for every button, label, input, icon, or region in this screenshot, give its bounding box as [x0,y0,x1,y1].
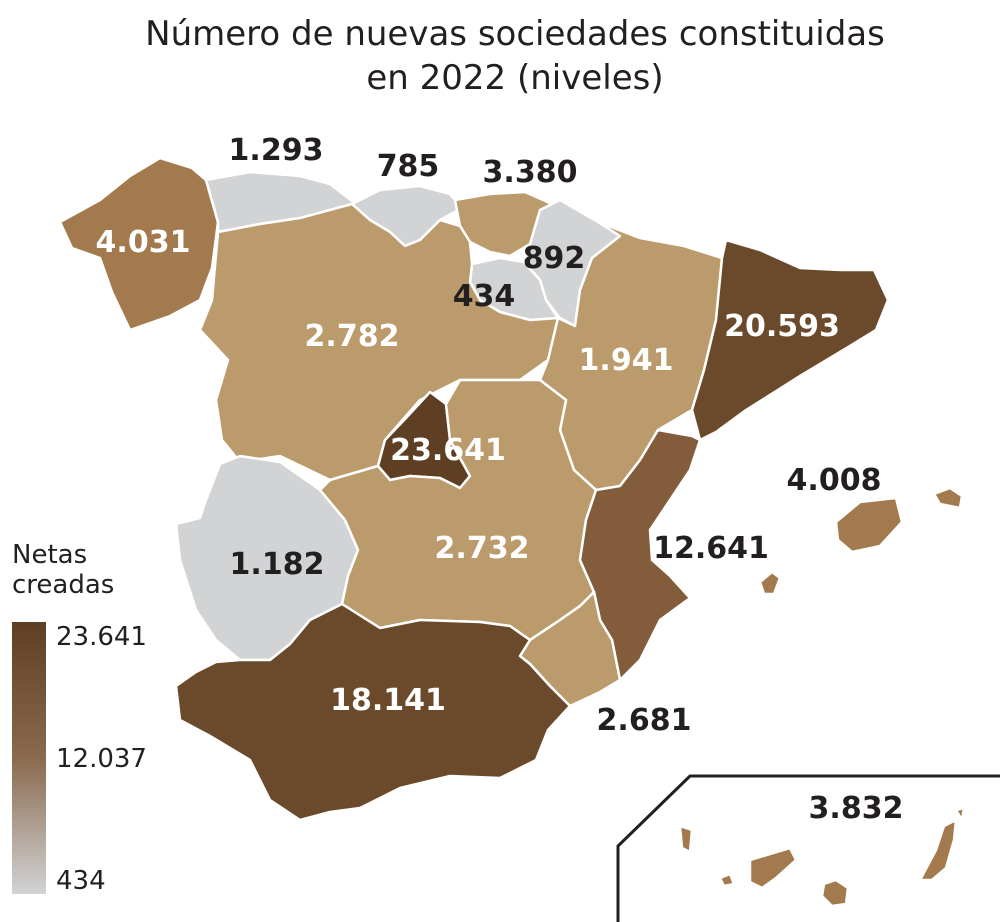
region-cataluna[interactable] [690,238,890,442]
region-comunidad-valenciana[interactable] [578,428,702,682]
legend-min-label: 434 [56,866,106,896]
label-cantabria: 785 [377,149,440,184]
region-andalucia[interactable] [174,602,572,822]
legend-title-line-1: Netas [12,540,88,570]
label-murcia: 2.681 [597,703,692,738]
label-pais-vasco: 3.380 [483,155,578,190]
label-comunidad-valenciana: 12.641 [653,531,769,566]
map-title: Número de nuevas sociedades constituidas… [0,12,1000,100]
label-castilla-y-leon: 2.782 [305,319,400,354]
label-galicia: 4.031 [96,225,191,260]
label-madrid: 23.641 [390,433,506,468]
canarias-inset-frame [616,774,1000,922]
title-line-1: Número de nuevas sociedades constituidas [145,14,885,54]
label-asturias: 1.293 [229,133,324,168]
label-canarias: 3.832 [809,791,904,826]
legend-max-label: 23.641 [56,622,147,652]
label-aragon: 1.941 [579,343,674,378]
legend-color-scale [12,622,46,894]
label-extremadura: 1.182 [230,547,325,582]
legend-mid-label: 12.037 [56,744,147,774]
title-line-2: en 2022 (niveles) [366,58,664,98]
label-cataluna: 20.593 [724,309,840,344]
region-galicia[interactable] [58,156,220,332]
label-navarra: 892 [523,241,586,276]
region-canarias[interactable] [678,806,966,908]
region-baleares[interactable] [758,486,964,596]
label-baleares: 4.008 [787,463,882,498]
legend-title-line-2: creadas [12,570,115,600]
label-andalucia: 18.141 [330,683,446,718]
legend-title: Netas creadas [12,540,114,600]
region-castilla-y-leon[interactable] [198,202,560,482]
label-la-rioja: 434 [453,279,516,314]
label-castilla-la-mancha: 2.732 [435,531,530,566]
